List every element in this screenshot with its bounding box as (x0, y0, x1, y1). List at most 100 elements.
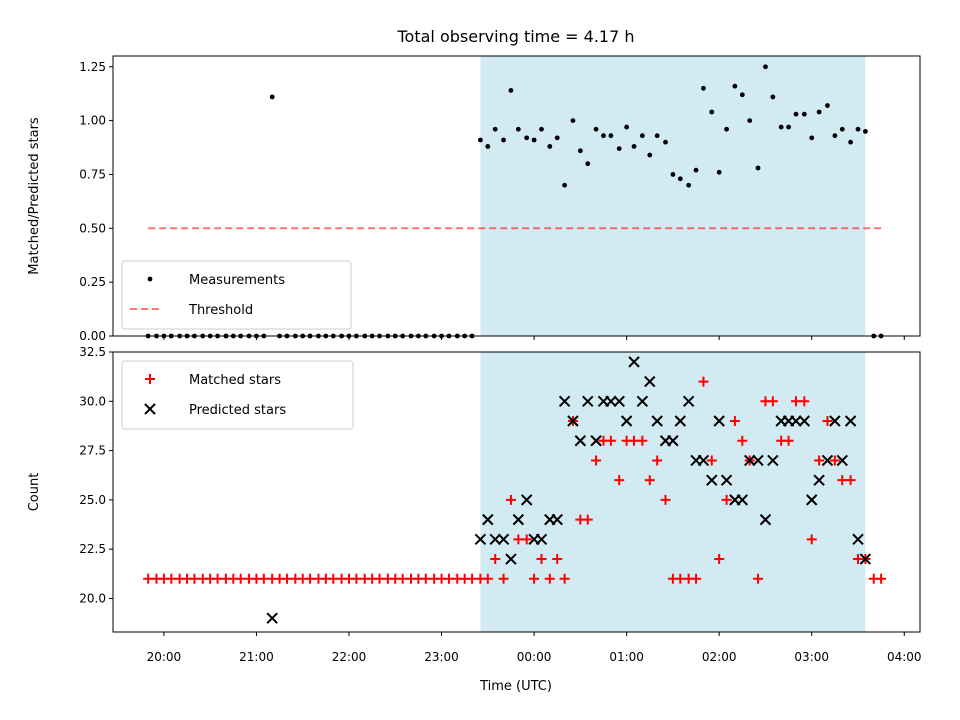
data-point (515, 126, 521, 132)
y-tick-label: 1.25 (79, 60, 106, 74)
data-point (482, 513, 494, 526)
data-point (767, 396, 778, 407)
data-point (628, 356, 640, 368)
data-point (585, 161, 591, 167)
data-point (706, 455, 717, 466)
y-tick-label: 0.50 (79, 221, 106, 235)
y-tick-label: 1.00 (79, 114, 106, 128)
data-point (536, 554, 547, 565)
data-point (798, 415, 811, 427)
data-point (636, 395, 649, 408)
data-point (582, 395, 594, 408)
chart-title: Total observing time = 4.17 h (396, 27, 634, 46)
data-point (520, 494, 533, 506)
data-point (482, 573, 493, 584)
data-point (490, 554, 501, 565)
data-point (651, 415, 663, 427)
data-point (614, 475, 625, 486)
data-point (535, 533, 548, 546)
data-point (652, 455, 663, 466)
data-point (593, 126, 599, 132)
data-point (786, 124, 791, 130)
data-point (729, 416, 740, 427)
data-point (601, 133, 606, 139)
data-point (590, 435, 602, 447)
data-point (547, 144, 553, 149)
data-point (497, 533, 510, 546)
data-point (770, 94, 776, 100)
data-point (498, 573, 509, 584)
legend-marker (147, 276, 153, 282)
data-point (620, 415, 633, 427)
data-point (631, 144, 637, 149)
data-point (667, 435, 679, 447)
data-point (521, 534, 532, 545)
data-point (674, 415, 687, 427)
data-point (767, 454, 779, 467)
data-point (844, 415, 857, 427)
data-point (605, 435, 616, 446)
data-point (876, 573, 887, 584)
data-point (485, 144, 491, 149)
data-point (713, 415, 725, 427)
y-tick-label: 27.5 (79, 444, 106, 458)
legend-box (121, 360, 354, 430)
data-point (558, 395, 571, 408)
legend-marker (144, 403, 156, 415)
data-point (577, 148, 583, 154)
x-tick-label: 03:00 (794, 650, 829, 664)
y-tick-label: 20.0 (79, 591, 106, 605)
data-point (608, 133, 614, 139)
data-point (799, 396, 810, 407)
data-point (489, 533, 501, 546)
data-point (736, 494, 749, 506)
data-point (759, 513, 772, 526)
data-point (686, 182, 692, 188)
data-point (691, 573, 702, 584)
data-point (839, 126, 845, 132)
data-point (660, 494, 671, 505)
data-point (508, 88, 514, 93)
data-point (814, 455, 825, 466)
data-point (582, 514, 593, 525)
legend: Measurements Threshold (121, 260, 352, 330)
y-tick-label: 22.5 (79, 542, 106, 556)
data-point (269, 94, 275, 100)
legend: Matched stars Predicted stars (121, 360, 354, 430)
data-point (644, 375, 656, 388)
data-point (832, 133, 838, 139)
y-tick-label: 32.5 (79, 345, 106, 359)
observing-window-shade (480, 56, 866, 336)
x-tick-label: 00:00 (517, 650, 552, 664)
data-point (836, 454, 848, 467)
data-point (697, 454, 710, 467)
y-tick-label: 30.0 (79, 394, 106, 408)
data-point (613, 395, 625, 408)
y-tick-label: 0.00 (79, 329, 106, 343)
ratio-panel: 0.00 0.25 0.50 0.75 1.00 1.25 Measurements Thre… (79, 55, 921, 343)
data-point (501, 137, 506, 143)
y-tick-label: 0.25 (79, 275, 106, 289)
data-point (720, 474, 733, 486)
legend-box (121, 260, 352, 330)
data-point (852, 533, 864, 546)
data-point (492, 126, 498, 132)
x-tick-label: 21:00 (239, 650, 274, 664)
data-point (639, 133, 645, 139)
data-point (478, 137, 483, 143)
data-point (474, 533, 487, 546)
data-point (670, 172, 676, 177)
data-point (778, 124, 784, 130)
data-point (524, 135, 530, 141)
data-point (559, 573, 570, 584)
data-point (591, 455, 602, 466)
data-point (562, 182, 568, 188)
x-tick-label: 01:00 (609, 650, 644, 664)
x-axis-label: Time (UTC) (479, 679, 552, 694)
data-point (793, 111, 799, 117)
axes-frame (112, 351, 921, 633)
data-point (605, 395, 617, 408)
data-point (809, 135, 815, 141)
data-point (552, 554, 563, 565)
data-point (737, 435, 748, 446)
